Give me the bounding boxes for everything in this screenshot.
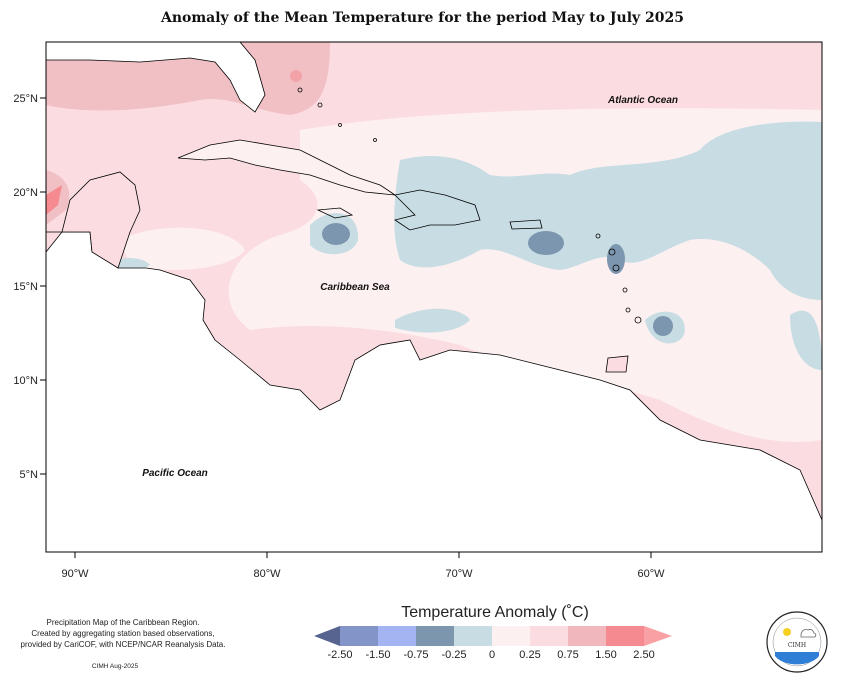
- pacific-ocean-label: Pacific Ocean: [142, 468, 208, 479]
- lat-label: 5°N: [20, 469, 39, 481]
- legend-arrow-high: [644, 626, 672, 646]
- sun-icon: [783, 628, 791, 636]
- legend-tick: 0.25: [519, 649, 540, 661]
- cimh-logo: CIMH: [766, 611, 828, 673]
- lat-label: 20°N: [13, 187, 38, 199]
- legend-arrow-low: [314, 626, 340, 646]
- land-florida: [46, 42, 266, 113]
- land-puerto-rico: [509, 219, 543, 230]
- temperature-anomaly-map: 90°W 80°W 70°W 60°W 25°N 20°N 15°N 10°N …: [13, 41, 823, 580]
- note-line: Precipitation Map of the Caribbean Regio…: [46, 618, 200, 627]
- anomaly-hot-spot: [290, 70, 302, 82]
- legend-tick: 2.50: [633, 649, 654, 661]
- anomaly-cold-spot: [322, 223, 350, 245]
- lon-label: 60°W: [637, 568, 665, 580]
- atlantic-ocean-label: Atlantic Ocean: [607, 95, 678, 106]
- land-jamaica: [316, 207, 354, 219]
- lat-label: 25°N: [13, 93, 38, 105]
- anomaly-cold-spot: [607, 244, 625, 274]
- legend-tick: 1.50: [595, 649, 616, 661]
- legend-swatch: [416, 626, 454, 646]
- anomaly-cool-zone: [790, 310, 822, 370]
- caribbean-sea-label: Caribbean Sea: [320, 282, 390, 293]
- anomaly-cool-zone: [394, 121, 822, 300]
- anomaly-low-zone: [120, 227, 245, 270]
- lon-label: 90°W: [61, 568, 89, 580]
- legend-tick: 0: [489, 649, 495, 661]
- lon-label: 70°W: [445, 568, 473, 580]
- lat-axis: 25°N 20°N 15°N 10°N 5°N: [13, 93, 46, 481]
- map-description: Precipitation Map of the Caribbean Regio…: [8, 617, 238, 650]
- lon-label: 80°W: [253, 568, 281, 580]
- land-central-america: [46, 231, 822, 552]
- legend-swatch: [454, 626, 492, 646]
- legend-swatch: [568, 626, 606, 646]
- legend-tick: 0.75: [557, 649, 578, 661]
- lon-axis: 90°W 80°W 70°W 60°W: [61, 552, 665, 580]
- legend-swatch: [492, 626, 530, 646]
- legend-swatch: [378, 626, 416, 646]
- legend-tick: -0.75: [403, 649, 428, 661]
- legend-tick: -1.50: [365, 649, 390, 661]
- map-frame: [45, 41, 823, 553]
- legend-title: Temperature Anomaly (˚C): [401, 604, 589, 621]
- lat-label: 15°N: [13, 281, 38, 293]
- legend-tick: -0.25: [441, 649, 466, 661]
- cloud-icon: [800, 629, 817, 638]
- anomaly-hot-spot: [46, 185, 62, 215]
- legend-tick: -2.50: [327, 649, 352, 661]
- anomaly-cool-zone: [395, 308, 470, 333]
- lat-label: 10°N: [13, 375, 38, 387]
- legend-swatch: [530, 626, 568, 646]
- land-trinidad: [605, 355, 629, 373]
- land-yucatan: [46, 171, 141, 269]
- note-line: provided by CariCOF, with NCEP/NCAR Rean…: [20, 640, 226, 649]
- land-lesser-antilles: [297, 87, 642, 324]
- anomaly-cold-spot: [653, 316, 673, 336]
- credit-text: CIMH Aug-2025: [91, 663, 139, 670]
- map-title: Anomaly of the Mean Temperature for the …: [160, 10, 685, 26]
- logo-text: CIMH: [788, 642, 806, 649]
- land-hispaniola: [394, 189, 481, 231]
- note-line: Created by aggregating station based obs…: [31, 629, 215, 638]
- legend-swatch: [340, 626, 378, 646]
- wave-icon: [775, 652, 819, 665]
- color-legend: -2.50 -1.50 -0.75 -0.25 0 0.25 0.75 1.50 2.50: [314, 626, 672, 661]
- legend-swatch: [606, 626, 644, 646]
- anomaly-cold-spot: [528, 231, 564, 255]
